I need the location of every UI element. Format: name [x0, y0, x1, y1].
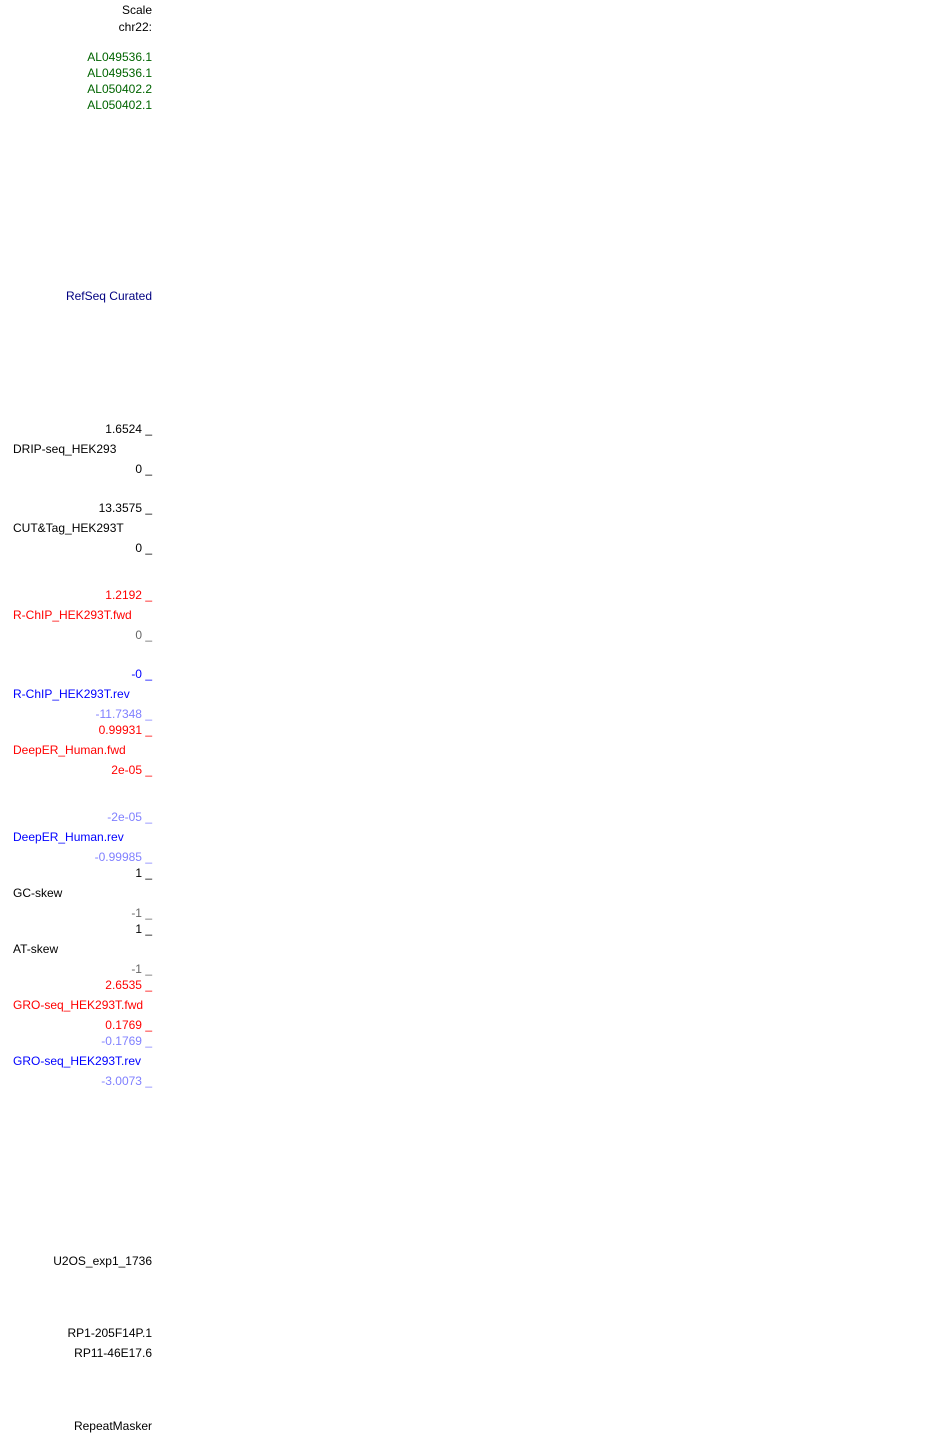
- track-max: 0.99931 _: [98, 723, 152, 737]
- track-min: -0.99985 _: [94, 850, 152, 864]
- track-max: 1.6524 _: [105, 422, 152, 436]
- track-label-deeper-rev[interactable]: DeepER_Human.rev: [13, 830, 124, 844]
- track-label-rchip-fwd[interactable]: R-ChIP_HEK293T.fwd: [13, 608, 132, 622]
- track-label-deeper-fwd[interactable]: DeepER_Human.fwd: [13, 743, 126, 757]
- track-min: 0 _: [135, 541, 152, 555]
- track-min: -1 _: [131, 906, 152, 920]
- track-label-at-skew[interactable]: AT-skew: [13, 942, 59, 956]
- gene-label[interactable]: AL049536.1: [87, 50, 152, 64]
- lncrna-label[interactable]: RP11-46E17.6: [74, 1346, 152, 1360]
- track-min: 0 _: [135, 462, 152, 476]
- track-max: -0 _: [131, 667, 152, 681]
- track-min: 2e-05 _: [111, 763, 152, 777]
- track-label-groseq-fwd[interactable]: GRO-seq_HEK293T.fwd: [13, 998, 144, 1012]
- track-max: 13.3575 _: [98, 501, 152, 515]
- track-max: 1 _: [135, 922, 152, 936]
- gene-label[interactable]: AL050402.2: [87, 82, 152, 96]
- u2os-track-label[interactable]: U2OS_exp1_1736: [53, 1254, 152, 1268]
- track-max: 1.2192 _: [105, 588, 152, 602]
- track-max: 2.6535 _: [105, 978, 152, 992]
- chrom-label[interactable]: chr22:: [118, 20, 152, 34]
- track-min: -11.7348 _: [95, 707, 153, 721]
- refseq-track-label[interactable]: RefSeq Curated: [65, 289, 152, 303]
- track-max: -0.1769 _: [101, 1034, 152, 1048]
- gene-label[interactable]: AL049536.1: [87, 66, 152, 80]
- lncrna-label[interactable]: RP1-205F14P.1: [67, 1326, 152, 1340]
- gene-label[interactable]: AL050402.1: [87, 98, 152, 112]
- track-label-drip-seq[interactable]: DRIP-seq_HEK293: [13, 442, 117, 456]
- repeatmasker-track-label[interactable]: RepeatMasker: [73, 1419, 152, 1433]
- track-min: -3.0073 _: [101, 1074, 152, 1088]
- track-min: 0 _: [135, 628, 152, 642]
- track-max: -2e-05 _: [107, 810, 152, 824]
- track-max: 1 _: [135, 866, 152, 880]
- track-label-rchip-rev[interactable]: R-ChIP_HEK293T.rev: [13, 687, 130, 701]
- track-label-groseq-rev[interactable]: GRO-seq_HEK293T.rev: [13, 1054, 142, 1068]
- scale-label[interactable]: Scale: [121, 3, 152, 17]
- track-label-gc-skew[interactable]: GC-skew: [13, 886, 63, 900]
- track-min: 0.1769 _: [105, 1018, 152, 1032]
- track-min: -1 _: [131, 962, 152, 976]
- track-label-cut-tag[interactable]: CUT&Tag_HEK293T: [13, 521, 124, 535]
